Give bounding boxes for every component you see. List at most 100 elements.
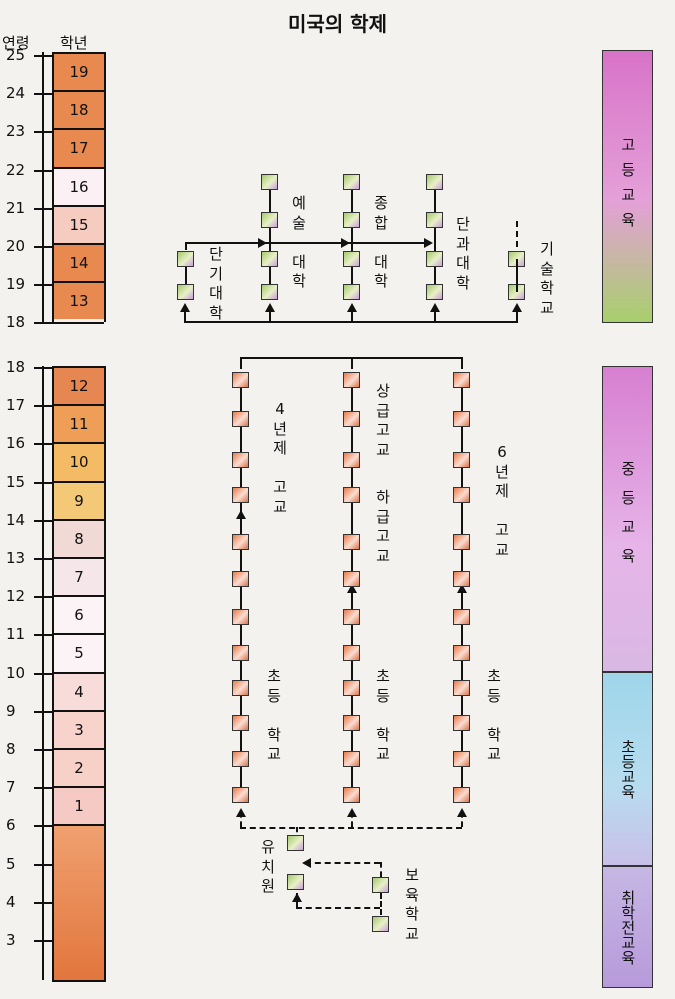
transfer-line: [185, 242, 425, 244]
age-tick: [34, 322, 104, 325]
grade-cell: 18: [54, 90, 104, 129]
grade-cell: 10: [54, 442, 104, 481]
school-year-box: [426, 251, 443, 267]
column-line: [269, 182, 271, 292]
nursery-to-kindergarten-line: [305, 862, 380, 864]
column-line: [351, 182, 353, 292]
age-label: 23: [6, 122, 26, 141]
grade-column-lower: 12 11 10 9 8 7 6 5 4 3 2 1: [52, 366, 106, 982]
school-year-box: [232, 452, 249, 468]
school-year-box: [343, 372, 360, 388]
age-label: 17: [6, 396, 26, 415]
elementary-entry-dashed: [240, 827, 462, 829]
arrow-up: [430, 303, 440, 312]
tech-school-dash: [516, 221, 518, 247]
school-year-box: [426, 212, 443, 228]
elementary-education-band: 초등교육: [602, 672, 653, 866]
school-year-box: [261, 212, 278, 228]
school-year-box: [343, 452, 360, 468]
grade-header: 학년: [60, 34, 88, 52]
arrow-right: [341, 238, 350, 248]
age-label: 18: [6, 313, 26, 332]
school-year-box: [232, 787, 249, 803]
school-year-box: [453, 487, 470, 503]
age-label: 20: [6, 237, 26, 255]
arrow-right: [424, 238, 433, 248]
arrow-up: [457, 808, 467, 817]
age-label: 6: [6, 816, 16, 835]
school-year-box: [232, 609, 249, 625]
column-line: [516, 259, 518, 292]
column-line: [434, 182, 436, 292]
arrow-up: [265, 303, 275, 312]
school-year-box: [343, 715, 360, 731]
school-year-box: [343, 284, 360, 300]
age-label: 9: [6, 701, 16, 720]
school-year-box: [453, 372, 470, 388]
age-label: 24: [6, 84, 26, 103]
school-year-box: [343, 411, 360, 427]
school-year-box: [453, 751, 470, 767]
preschool-education-band: 취학전교육: [602, 866, 653, 988]
school-year-box: [453, 609, 470, 625]
school-year-box: [453, 645, 470, 661]
higher-baseline: [184, 321, 518, 323]
grade-cell: 6: [54, 595, 104, 634]
grade-cell: 5: [54, 633, 104, 672]
grade-cell: 1: [54, 786, 104, 825]
school-year-box: [232, 680, 249, 696]
school-year-box: [343, 609, 360, 625]
age-label: 18: [6, 358, 26, 376]
age-label: 3: [6, 931, 16, 949]
school-year-box: [453, 411, 470, 427]
school-year-box: [343, 787, 360, 803]
school-year-box: [261, 174, 278, 190]
arrow-up: [347, 303, 357, 312]
school-year-box: [453, 571, 470, 587]
age-label: 21: [6, 198, 26, 217]
elementary-education-label: 초등교육: [618, 739, 637, 799]
grade-cell: 14: [54, 243, 104, 282]
school-year-box: [343, 751, 360, 767]
age-label: 7: [6, 778, 16, 797]
secondary-education-label: 중등교육: [618, 461, 637, 577]
school-year-box: [343, 534, 360, 550]
grade-cell: 12: [54, 366, 104, 405]
age-label: 5: [6, 854, 16, 873]
higher-education-label: 고등교육: [618, 136, 637, 237]
column-line: [461, 380, 463, 795]
age-label: 10: [6, 663, 26, 682]
arrow-left: [302, 858, 311, 868]
grade-cell: 11: [54, 404, 104, 443]
school-year-box: [343, 174, 360, 190]
school-year-box: [343, 571, 360, 587]
school-year-box: [232, 715, 249, 731]
grade-cell: 7: [54, 557, 104, 596]
school-year-box: [453, 680, 470, 696]
school-year-box: [261, 284, 278, 300]
grade-cell: 2: [54, 748, 104, 787]
school-year-box: [232, 571, 249, 587]
age-label: 16: [6, 434, 26, 453]
arrow-right: [258, 238, 267, 248]
preschool-grade-area: [54, 824, 104, 980]
school-year-box: [372, 916, 389, 932]
school-year-box: [343, 487, 360, 503]
column-line: [185, 259, 187, 292]
arrow-up: [347, 808, 357, 817]
column-line: [351, 380, 353, 795]
school-year-box: [232, 534, 249, 550]
age-label: 13: [6, 549, 26, 567]
school-year-box: [232, 372, 249, 388]
secondary-education-band: 중등교육: [602, 366, 653, 672]
school-year-box: [372, 877, 389, 893]
school-year-box: [343, 680, 360, 696]
arrow-up: [180, 303, 190, 312]
